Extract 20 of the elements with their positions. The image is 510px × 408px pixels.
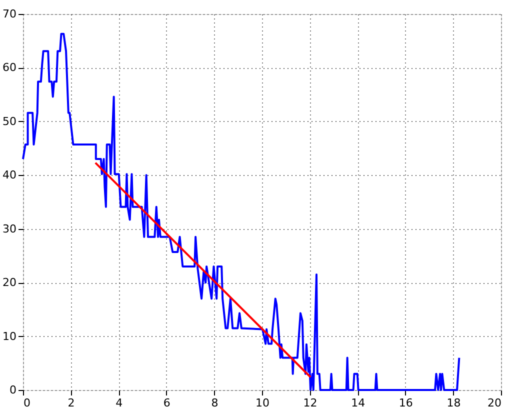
y-tick-label: 30	[2, 222, 16, 236]
y-tick-label: 10	[2, 330, 16, 343]
x-tick-label: 2	[68, 396, 75, 408]
y-tick-label: 40	[2, 168, 16, 182]
y-tick-label: 20	[2, 276, 16, 290]
y-tick-label: 60	[2, 61, 16, 74]
y-tick-label: 50	[2, 114, 16, 128]
line-series	[22, 32, 460, 391]
x-tick-label: 12	[303, 396, 318, 408]
x-tick-label: 16	[398, 396, 413, 408]
x-tick-label: 0	[24, 396, 30, 408]
x-tick-label: 8	[211, 396, 218, 408]
y-tick-label: 0	[10, 384, 16, 396]
x-tick-label: 18	[446, 396, 461, 408]
x-tick-label: 4	[116, 396, 123, 408]
x-tick-label: 10	[256, 396, 270, 408]
x-tick-label: 20	[488, 396, 502, 408]
y-tick-label: 70	[2, 8, 16, 20]
x-tick-label: 6	[163, 396, 170, 408]
x-tick-label: 14	[351, 396, 366, 408]
